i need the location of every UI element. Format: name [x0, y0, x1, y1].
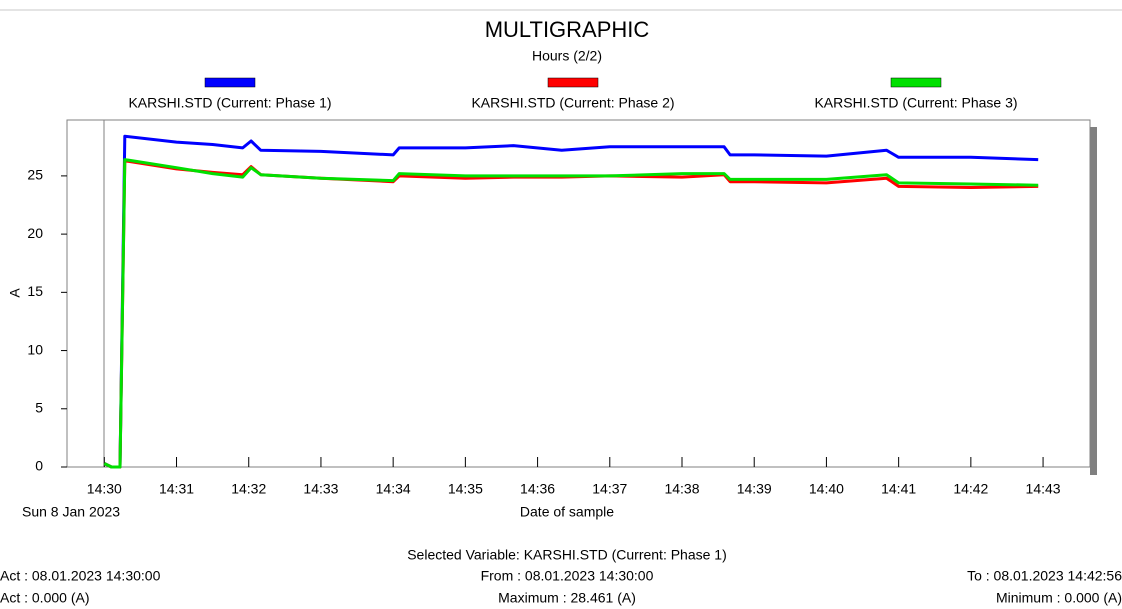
x-tick-label: 14:41 [881, 481, 916, 497]
x-tick-label: 14:40 [809, 481, 844, 497]
footer-to: To : 08.01.2023 14:42:56 [967, 568, 1122, 584]
footer-from: From : 08.01.2023 14:30:00 [481, 568, 654, 584]
y-tick-label: 25 [27, 167, 43, 183]
legend-label: KARSHI.STD (Current: Phase 1) [128, 95, 331, 111]
x-tick-label: 14:38 [664, 481, 699, 497]
y-tick-label: 20 [27, 225, 43, 241]
x-tick-label: 14:30 [87, 481, 122, 497]
legend-swatch [547, 77, 599, 88]
footer-minimum: Minimum : 0.000 (A) [996, 590, 1122, 606]
chart-subtitle: Hours (2/2) [532, 48, 602, 64]
x-tick-label: 14:35 [448, 481, 483, 497]
y-tick-label: 10 [27, 341, 43, 357]
x-tick-label: 14:43 [1026, 481, 1061, 497]
x-tick-label: 14:39 [737, 481, 772, 497]
x-tick-label: 14:36 [520, 481, 555, 497]
series-line [103, 158, 1039, 469]
x-tick-label: 14:42 [953, 481, 988, 497]
x-axis-label: Date of sample [520, 504, 614, 520]
x-tick-label: 14:34 [376, 481, 411, 497]
x-tick-label: 14:37 [592, 481, 627, 497]
x-tick-label: 14:31 [159, 481, 194, 497]
plot-shadow [1090, 127, 1097, 475]
legend-swatch [890, 77, 942, 88]
selected-variable: Selected Variable: KARSHI.STD (Current: … [407, 547, 727, 563]
series-line [103, 134, 1039, 469]
y-axis-label: A [7, 288, 23, 298]
legend-label: KARSHI.STD (Current: Phase 2) [471, 95, 674, 111]
y-tick-label: 0 [35, 458, 43, 474]
date-label: Sun 8 Jan 2023 [22, 504, 120, 520]
x-tick-label: 14:33 [303, 481, 338, 497]
chart-title: MULTIGRAPHIC [485, 17, 650, 42]
legend-swatch [204, 77, 256, 88]
y-tick-label: 15 [27, 283, 43, 299]
footer-act-time: Act : 08.01.2023 14:30:00 [0, 568, 161, 584]
legend-label: KARSHI.STD (Current: Phase 3) [814, 95, 1017, 111]
y-tick-label: 5 [35, 399, 43, 415]
x-tick-label: 14:32 [231, 481, 266, 497]
footer-act-value: Act : 0.000 (A) [0, 590, 89, 606]
footer-maximum: Maximum : 28.461 (A) [498, 590, 636, 606]
